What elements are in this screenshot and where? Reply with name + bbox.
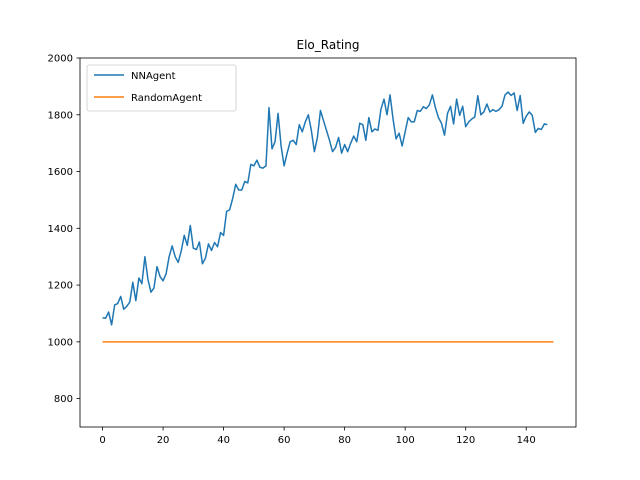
x-tick-label: 60 <box>278 435 291 446</box>
x-tick-label: 20 <box>157 435 170 446</box>
series-line-nnagent <box>102 91 548 326</box>
x-tick-label: 80 <box>338 435 351 446</box>
y-tick-label: 2000 <box>48 54 73 65</box>
x-tick-label: 100 <box>396 435 415 446</box>
y-tick-label: 1800 <box>48 110 73 121</box>
legend-box <box>86 64 237 112</box>
y-tick-label: 1200 <box>48 281 73 292</box>
legend-label-nnagent: NNAgent <box>131 71 176 82</box>
x-tick-label: 0 <box>99 435 105 446</box>
y-tick-label: 1600 <box>48 167 73 178</box>
x-tick-label: 140 <box>517 435 536 446</box>
plot-area <box>102 91 554 343</box>
y-tick-label: 1000 <box>48 337 73 348</box>
axis-ticks: 0 20 40 60 80 100 120 140 800 1000 1200 1400 1600 180… <box>48 54 536 447</box>
axes-frame <box>79 57 577 428</box>
legend-label-randomagent: RandomAgent <box>131 93 202 104</box>
x-tick-label: 40 <box>217 435 230 446</box>
y-tick-label: 1400 <box>48 224 73 235</box>
x-tick-label: 120 <box>456 435 475 446</box>
chart-title: Elo_Rating <box>297 38 360 52</box>
y-tick-label: 800 <box>54 394 73 405</box>
legend: NNAgent RandomAgent <box>86 64 237 112</box>
